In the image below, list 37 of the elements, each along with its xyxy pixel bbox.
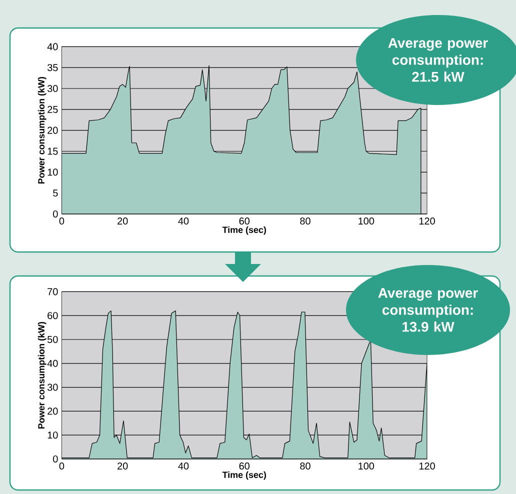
x-axis-title: Time (sec) (222, 226, 266, 235)
x-tick-label: 120 (419, 218, 435, 225)
y-tick-label: 20 (48, 408, 58, 415)
y-axis-title: Power consumption (kW) (38, 76, 46, 184)
x-tick-label: 60 (239, 462, 250, 470)
x-tick-label: 120 (419, 462, 435, 470)
y-tick-label: 25 (48, 106, 58, 113)
annotation: Average power consumption: 13.9 kW (378, 288, 478, 332)
y-tick-label: 50 (48, 336, 58, 344)
y-tick-label: 10 (48, 432, 58, 439)
x-tick-label: 20 (118, 218, 128, 225)
y-tick-label: 20 (48, 126, 58, 134)
x-tick-label: 40 (178, 462, 189, 470)
x-tick-label: 20 (118, 462, 128, 470)
y-tick-label: 0 (53, 455, 58, 463)
x-tick-label: 80 (300, 218, 310, 225)
y-tick-label: 60 (48, 312, 58, 320)
y-axis-title: Power consumption (kW) (38, 322, 46, 429)
y-tick-label: 30 (47, 384, 58, 391)
x-tick-label: 0 (59, 218, 64, 225)
y-tick-label: 5 (53, 190, 58, 197)
x-tick-label: 100 (358, 218, 374, 225)
y-tick-label: 70 (48, 288, 58, 296)
y-tick-label: 35 (47, 64, 58, 72)
annotation: Average power consumption: 21.5 kW (388, 38, 488, 82)
y-tick-label: 40 (47, 43, 58, 50)
x-tick-label: 100 (358, 462, 374, 470)
x-axis-title: Time (sec) (222, 471, 266, 480)
y-tick-label: 30 (47, 84, 58, 92)
x-tick-label: 60 (239, 218, 250, 225)
y-tick-label: 15 (48, 148, 58, 155)
y-tick-label: 10 (48, 168, 58, 176)
x-tick-label: 0 (59, 462, 64, 470)
y-tick-label: 40 (47, 360, 58, 367)
x-tick-label: 80 (300, 462, 310, 470)
y-tick-label: 0 (53, 210, 58, 218)
x-tick-label: 40 (178, 218, 189, 225)
